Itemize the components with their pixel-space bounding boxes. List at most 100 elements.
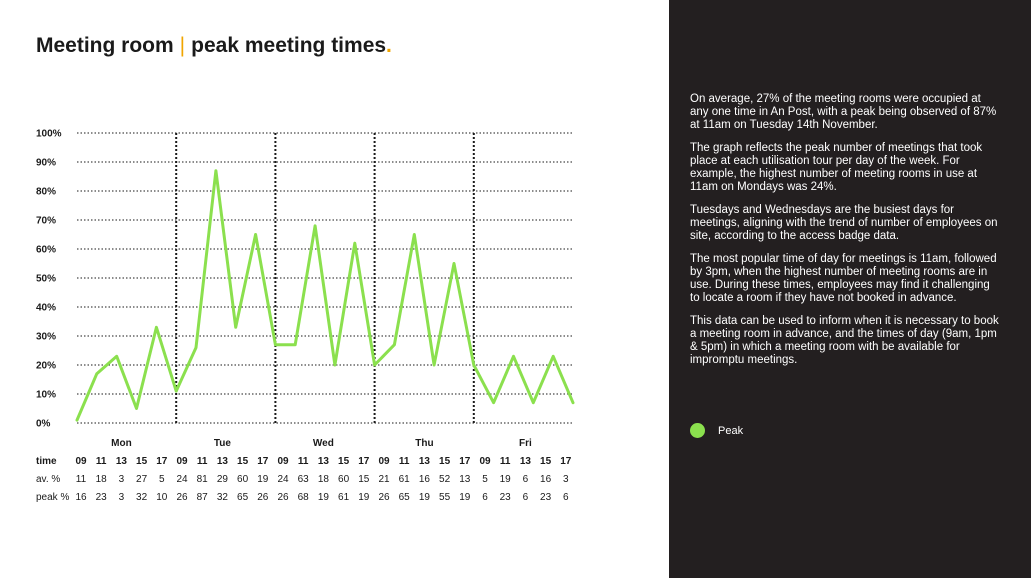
y-tick-label-20: 20%	[36, 361, 56, 372]
data-point-peak-23	[532, 401, 535, 404]
peak-cell-17: 19	[419, 492, 431, 503]
commentary-paragraph-4: The most popular time of day for meeting…	[690, 253, 997, 304]
time-cell-12: 13	[318, 456, 330, 467]
time-cell-10: 09	[277, 456, 289, 467]
data-point-peak-10	[274, 343, 277, 346]
data-point-peak-7	[214, 169, 218, 172]
av-cell-11: 63	[298, 474, 310, 485]
data-point-peak-25	[571, 401, 575, 404]
peak-cell-14: 19	[358, 492, 370, 503]
av-cell-12: 18	[318, 474, 330, 485]
peak-cell-3: 32	[136, 492, 148, 503]
av-cell-22: 6	[523, 474, 529, 485]
av-cell-1: 18	[96, 474, 108, 485]
commentary-paragraph-1: On average, 27% of the meeting rooms wer…	[690, 93, 997, 131]
y-tick-label-40: 40%	[36, 303, 56, 314]
row-label-time: time	[36, 456, 57, 467]
peak-cell-2: 3	[119, 492, 125, 503]
peak-line-chart: 0% 10% 20% 30% 40% 50% 60% 70% 80% 90% 100% Mon Tue W…	[36, 129, 575, 503]
peak-cell-6: 87	[197, 492, 209, 503]
time-cell-17: 13	[419, 456, 431, 467]
time-cell-20: 09	[479, 456, 491, 467]
peak-cell-13: 61	[338, 492, 350, 503]
av-cell-6: 81	[197, 474, 209, 485]
time-cell-14: 17	[358, 456, 370, 467]
peak-cell-1: 23	[96, 492, 108, 503]
y-tick-label-100: 100%	[36, 129, 62, 140]
y-tick-label-0: 0%	[36, 419, 51, 430]
data-point-peak-6	[194, 346, 198, 349]
av-cell-20: 5	[482, 474, 488, 485]
y-tick-label-50: 50%	[36, 274, 56, 285]
data-point-peak-9	[254, 233, 257, 236]
y-tick-label-90: 90%	[36, 158, 56, 169]
peak-cell-21: 23	[500, 492, 512, 503]
page-title: Meeting room | peak meeting times.	[36, 34, 392, 58]
av-cell-16: 61	[399, 474, 411, 485]
row-label-peak: peak %	[36, 492, 69, 503]
peak-cell-7: 32	[217, 492, 229, 503]
data-point-peak-22	[512, 355, 515, 358]
av-cell-13: 60	[338, 474, 350, 485]
peak-cell-10: 26	[277, 492, 289, 503]
av-cell-0: 11	[76, 474, 87, 485]
time-cell-0: 09	[75, 456, 87, 467]
time-cell-7: 13	[217, 456, 229, 467]
peak-cell-4: 10	[156, 492, 168, 503]
av-cell-23: 16	[540, 474, 552, 485]
peak-cell-8: 65	[237, 492, 249, 503]
time-cell-9: 17	[257, 456, 269, 467]
time-cell-19: 17	[459, 456, 471, 467]
av-cell-8: 60	[237, 474, 249, 485]
legend-swatch-peak	[690, 423, 705, 438]
data-point-peak-12	[313, 224, 317, 227]
av-cell-18: 52	[439, 474, 451, 485]
data-point-peak-1	[95, 372, 99, 375]
time-cell-11: 11	[298, 456, 309, 467]
commentary-paragraph-5: This data can be used to inform when it …	[690, 315, 999, 366]
time-cell-1: 11	[96, 456, 107, 467]
av-cell-24: 3	[563, 474, 569, 485]
peak-cell-22: 6	[523, 492, 529, 503]
title-sub: peak meeting times	[191, 34, 387, 57]
data-point-peak-8	[234, 326, 237, 329]
peak-cell-20: 6	[482, 492, 488, 503]
commentary-paragraph-2: The graph reflects the peak number of me…	[690, 142, 983, 193]
peak-cell-23: 23	[540, 492, 552, 503]
y-tick-label-30: 30%	[36, 332, 56, 343]
time-cell-13: 15	[338, 456, 350, 467]
data-point-peak-4	[155, 326, 158, 329]
data-point-peak-11	[294, 343, 297, 346]
time-cell-18: 15	[439, 456, 451, 467]
av-cell-2: 3	[119, 474, 125, 485]
chart-legend: Peak	[690, 423, 743, 438]
peak-cell-16: 65	[399, 492, 411, 503]
av-cell-7: 29	[217, 474, 229, 485]
data-point-peak-19	[452, 262, 456, 265]
data-point-peak-0	[75, 418, 79, 422]
row-label-av: av. %	[36, 474, 60, 485]
peak-cell-19: 19	[459, 492, 471, 503]
av-cell-21: 19	[500, 474, 512, 485]
commentary-text: On average, 27% of the meeting rooms wer…	[690, 93, 1000, 377]
peak-cell-9: 26	[257, 492, 269, 503]
time-cell-24: 17	[560, 456, 572, 467]
data-point-peak-24	[551, 355, 555, 358]
av-cell-3: 27	[136, 474, 148, 485]
data-point-peak-13	[333, 363, 337, 367]
peak-cell-5: 26	[176, 492, 188, 503]
av-cell-5: 24	[176, 474, 188, 485]
time-cell-8: 15	[237, 456, 249, 467]
legend-label-peak: Peak	[718, 424, 744, 437]
series-line-peak	[75, 169, 575, 422]
time-cell-6: 11	[197, 456, 208, 467]
data-point-peak-18	[432, 363, 436, 367]
peak-cell-18: 55	[439, 492, 451, 503]
time-cell-15: 09	[378, 456, 390, 467]
av-cell-19: 13	[459, 474, 471, 485]
title-separator: |	[179, 34, 186, 57]
data-point-peak-15	[373, 363, 376, 367]
av-cell-17: 16	[419, 474, 431, 485]
av-cell-4: 5	[159, 474, 165, 485]
day-label-fri: Fri	[519, 438, 532, 449]
